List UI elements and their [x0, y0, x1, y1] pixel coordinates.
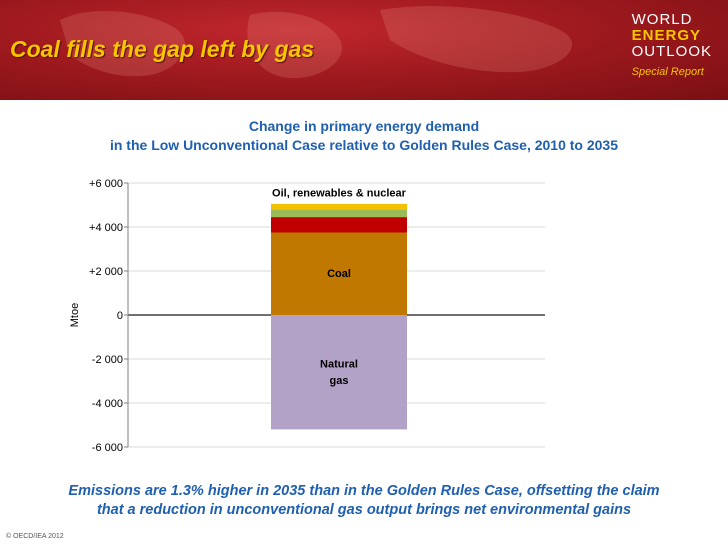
bar-segment-nuclear [271, 203, 407, 210]
stacked-bar-chart: +6 000 +4 000 +2 000 0 -2 000 -4 000 -6 000 Mto… [69, 178, 545, 454]
y-tick-label: +4 000 [89, 222, 123, 234]
annotation-coal: Coal [327, 268, 351, 280]
annotation-natural-gas-line2: gas [330, 375, 349, 387]
header-banner: Coal fills the gap left by gas WORLD ENE… [0, 0, 728, 100]
bar-segment-oil [271, 217, 407, 233]
logo-line-world: WORLD [631, 11, 693, 28]
annotation-oil-renewables-nuclear: Oil, renewables & nuclear [272, 188, 407, 200]
slide-title: Coal fills the gap left by gas [10, 36, 315, 62]
bar-segment-renewables [271, 209, 407, 218]
logo-line-energy: ENERGY [631, 27, 701, 44]
footer-note-line2: that a reduction in unconventional gas o… [96, 502, 632, 518]
logo-line-special-report: Special Report [631, 66, 704, 78]
y-tick-label: -2 000 [92, 354, 123, 366]
logo-line-outlook: OUTLOOK [631, 43, 712, 60]
y-tick-label: -6 000 [92, 442, 123, 454]
chart-title-line1: Change in primary energy demand [248, 118, 480, 134]
y-tick-label: -4 000 [92, 398, 123, 410]
footer-note-line1: Emissions are 1.3% higher in 2035 than i… [68, 483, 660, 499]
bar-segment-coal [271, 232, 407, 315]
copyright-notice: © OECD/IEA 2012 [6, 533, 64, 540]
y-tick-label: 0 [117, 310, 123, 322]
chart-title-line2: in the Low Unconventional Case relative … [109, 137, 619, 153]
y-tick-label: +2 000 [89, 266, 123, 278]
y-tick-label: +6 000 [89, 178, 123, 190]
world-map-graphic [60, 6, 573, 79]
bar-segment-natural-gas [271, 315, 407, 430]
y-axis-label: Mtoe [69, 303, 81, 327]
annotation-natural-gas-line1: Natural [320, 358, 358, 370]
world-energy-outlook-logo: WORLD ENERGY OUTLOOK Special Report [631, 11, 712, 79]
